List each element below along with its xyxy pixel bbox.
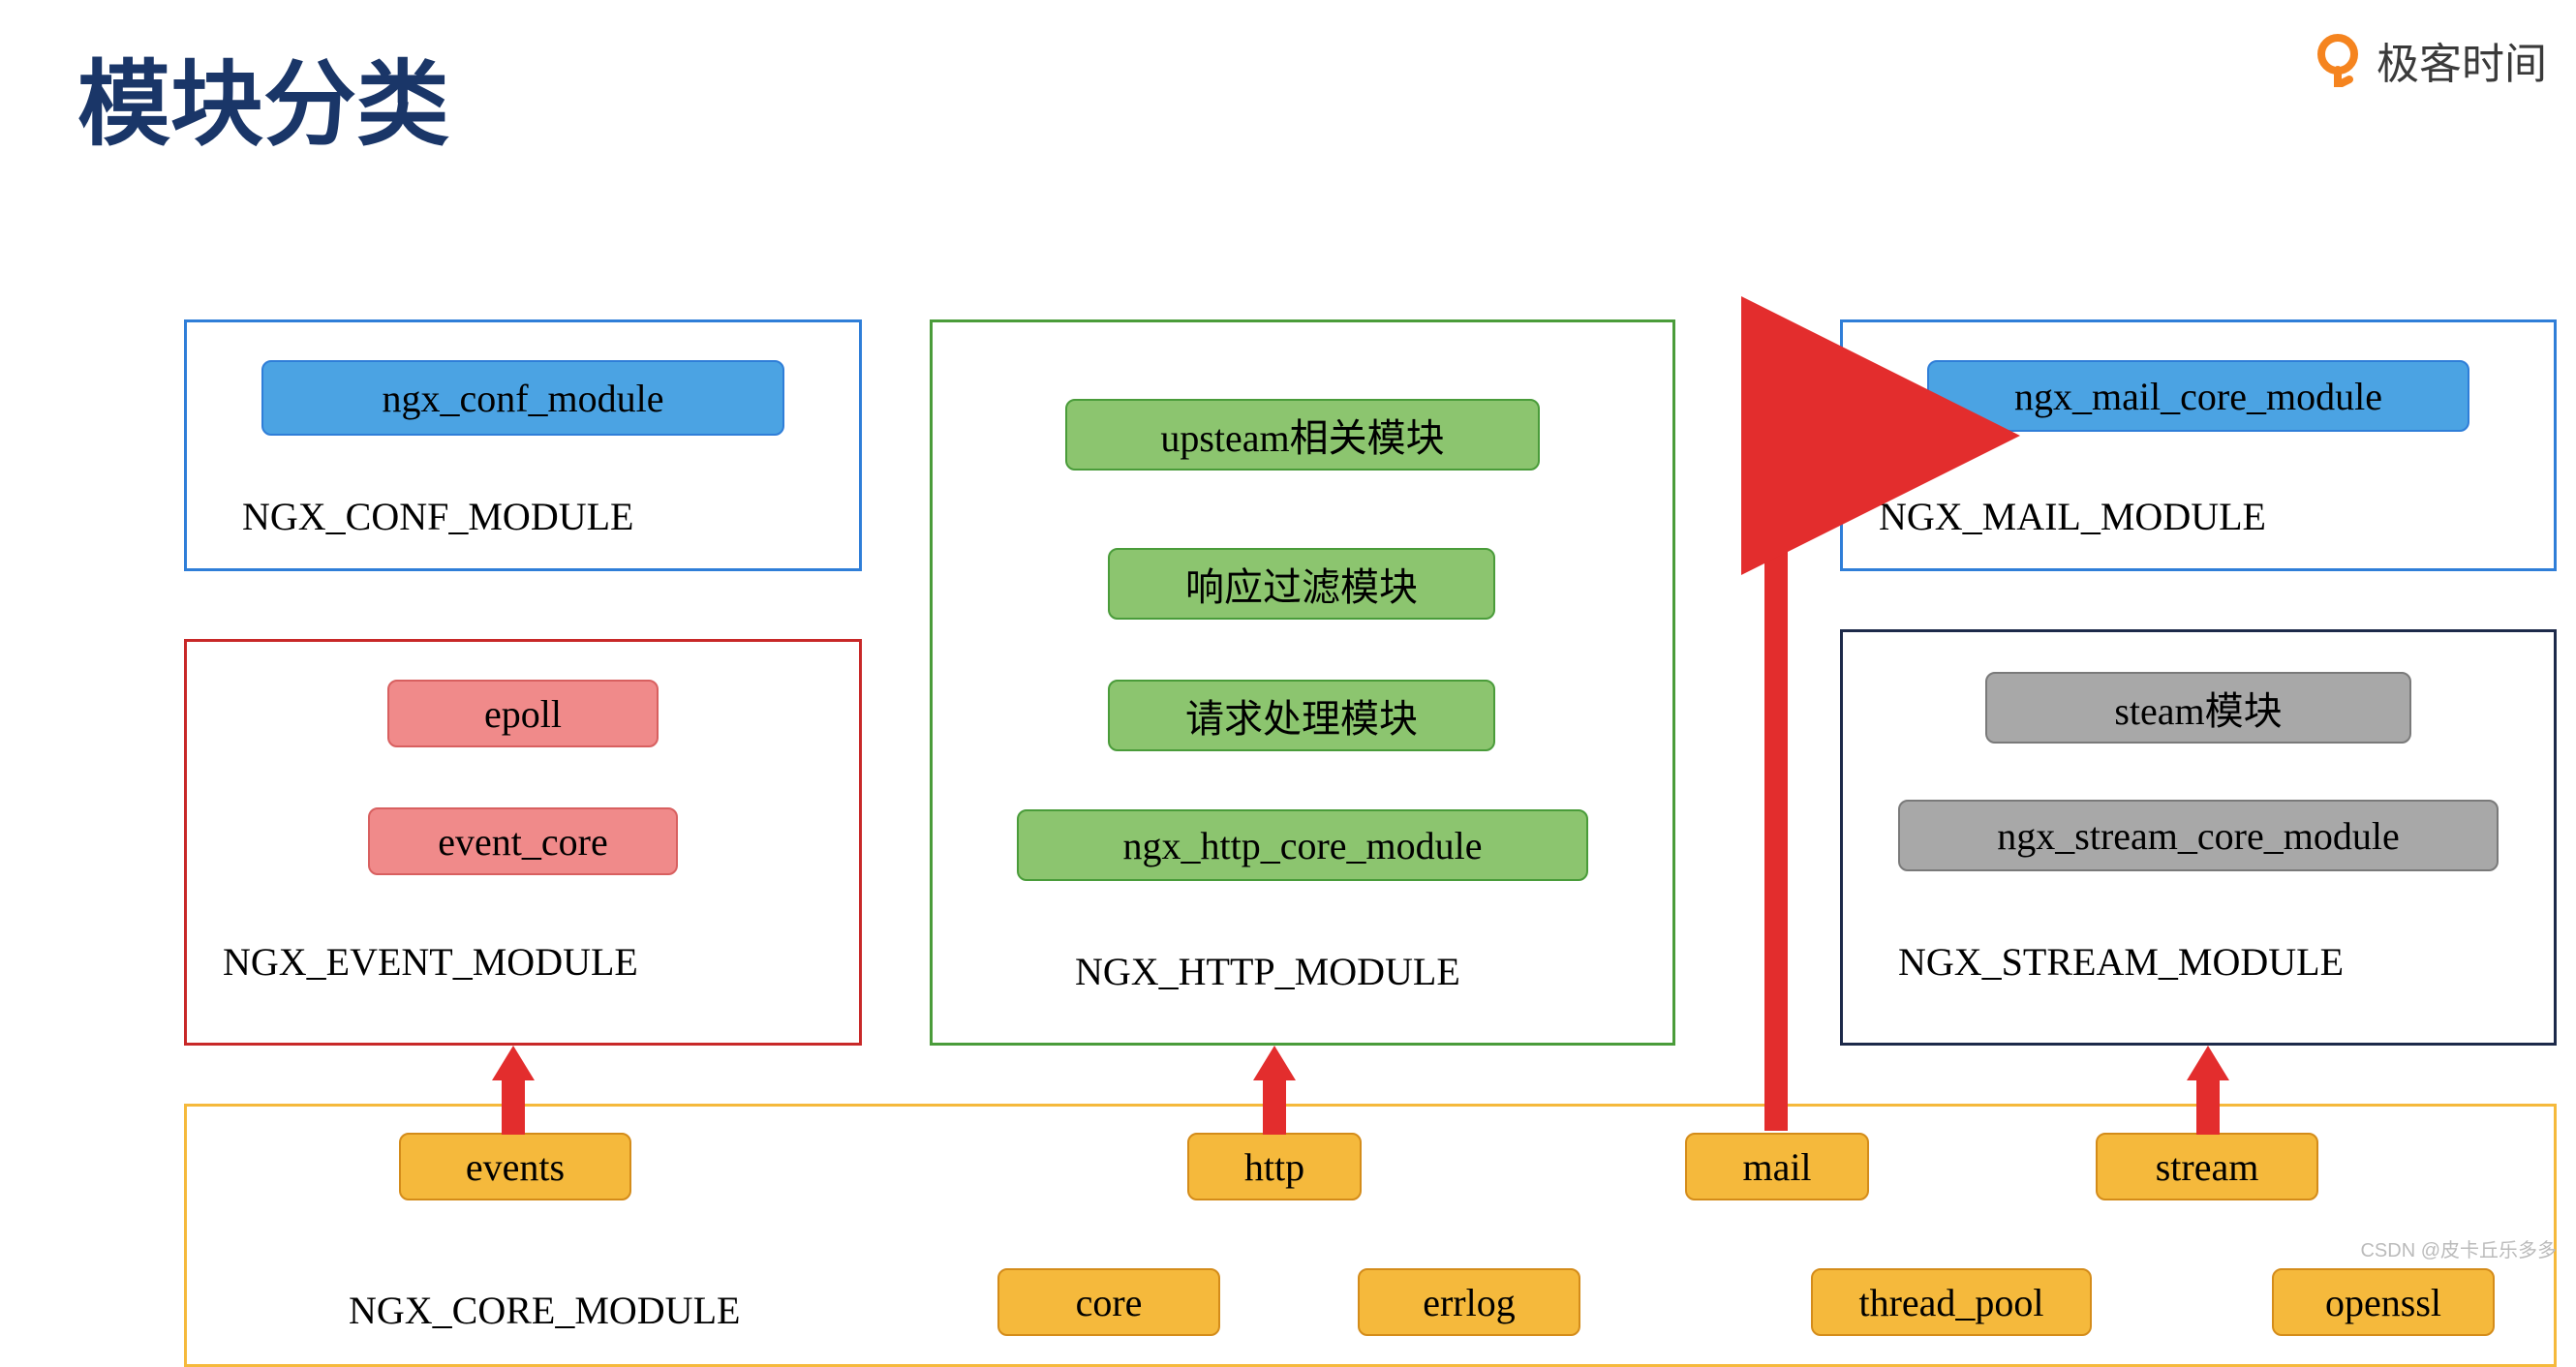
box-label: events bbox=[466, 1144, 565, 1190]
upstream-box: upsteam相关模块 bbox=[1065, 399, 1540, 471]
arrow-http-up bbox=[1253, 1046, 1296, 1135]
box-label: epoll bbox=[484, 691, 562, 737]
box-label: event_core bbox=[438, 819, 607, 865]
arrow-stream-up bbox=[2187, 1046, 2229, 1135]
http-box: http bbox=[1187, 1133, 1362, 1200]
steam-box: steam模块 bbox=[1985, 672, 2411, 744]
box-label: stream bbox=[2156, 1144, 2259, 1190]
box-label: ngx_http_core_module bbox=[1122, 823, 1482, 868]
box-label: thread_pool bbox=[1858, 1280, 2043, 1325]
conf-label: NGX_CONF_MODULE bbox=[242, 494, 633, 539]
mail-label: NGX_MAIL_MODULE bbox=[1879, 494, 2266, 539]
box-label: http bbox=[1244, 1144, 1304, 1190]
box-label: errlog bbox=[1423, 1280, 1516, 1325]
errlog-box: errlog bbox=[1358, 1268, 1580, 1336]
ngx-conf-module-box: ngx_conf_module bbox=[261, 360, 784, 436]
thread-pool-box: thread_pool bbox=[1811, 1268, 2092, 1336]
logo-text: 极客时间 bbox=[2377, 29, 2547, 91]
box-label: core bbox=[1076, 1280, 1143, 1325]
box-label: ngx_stream_core_module bbox=[1997, 813, 2399, 859]
core-box: core bbox=[997, 1268, 1220, 1336]
box-label: openssl bbox=[2325, 1280, 2441, 1325]
page-title: 模块分类 bbox=[77, 29, 449, 164]
box-label: ngx_mail_core_module bbox=[2014, 374, 2382, 419]
mail-box: mail bbox=[1685, 1133, 1869, 1200]
stream-label: NGX_STREAM_MODULE bbox=[1898, 939, 2344, 985]
box-label: steam模块 bbox=[2114, 680, 2282, 736]
event-label: NGX_EVENT_MODULE bbox=[223, 939, 638, 985]
box-label: upsteam相关模块 bbox=[1160, 407, 1444, 463]
box-label: 请求处理模块 bbox=[1185, 687, 1418, 744]
openssl-box: openssl bbox=[2272, 1268, 2495, 1336]
event-core-box: event_core bbox=[368, 807, 678, 875]
box-label: 响应过滤模块 bbox=[1185, 556, 1418, 612]
brand-logo: 极客时间 bbox=[2311, 29, 2547, 91]
response-filter-box: 响应过滤模块 bbox=[1108, 548, 1495, 620]
epoll-box: epoll bbox=[387, 680, 659, 747]
stream-box: stream bbox=[2096, 1133, 2318, 1200]
ngx-mail-core-box: ngx_mail_core_module bbox=[1927, 360, 2469, 432]
watermark: CSDN @皮卡丘乐多多 bbox=[2360, 1234, 2557, 1262]
box-label: mail bbox=[1742, 1144, 1811, 1190]
ngx-stream-core-box: ngx_stream_core_module bbox=[1898, 800, 2499, 871]
ngx-http-core-box: ngx_http_core_module bbox=[1017, 809, 1588, 881]
box-label: ngx_conf_module bbox=[382, 376, 663, 421]
request-process-box: 请求处理模块 bbox=[1108, 680, 1495, 751]
arrow-events-up bbox=[492, 1046, 535, 1135]
events-box: events bbox=[399, 1133, 631, 1200]
http-label: NGX_HTTP_MODULE bbox=[1075, 949, 1460, 994]
logo-icon bbox=[2311, 33, 2365, 87]
core-label: NGX_CORE_MODULE bbox=[349, 1288, 740, 1333]
